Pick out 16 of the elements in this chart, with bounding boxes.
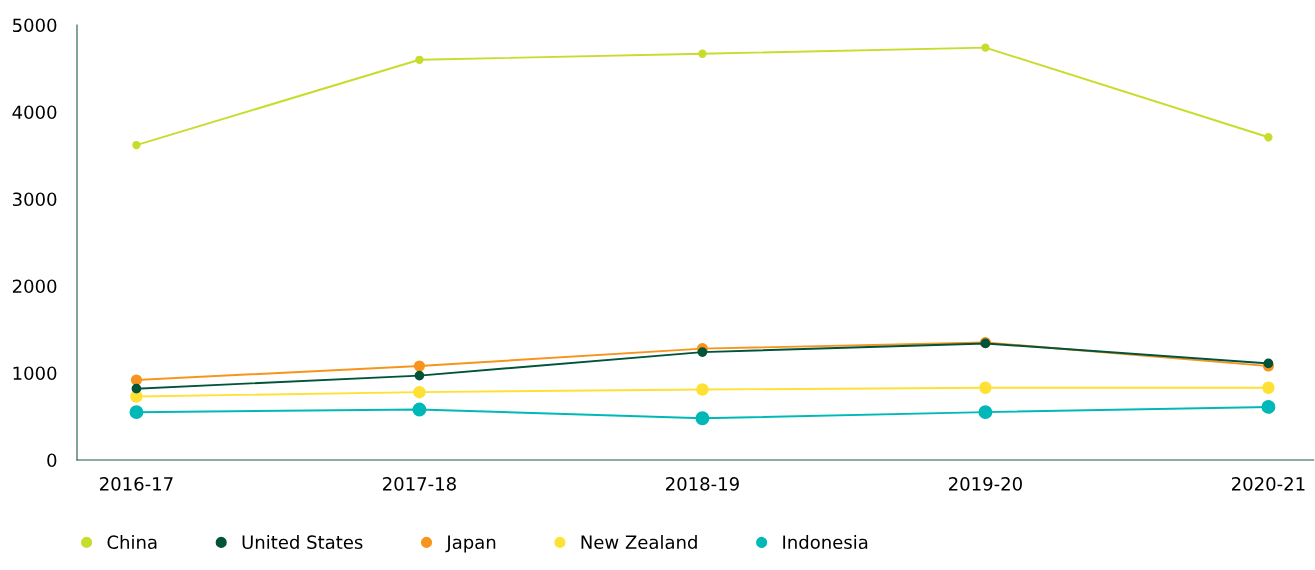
y-tick-label: 4000 (12, 105, 57, 120)
y-tick-label: 1000 (13, 366, 57, 381)
x-tick-label: 2017-18 (383, 476, 456, 491)
legend-label: Japan (445, 535, 496, 553)
y-tick-label: 2000 (12, 279, 57, 294)
x-tick-label: 2016-17 (100, 476, 173, 491)
legend-label: United States (242, 535, 363, 549)
y-tick-label: 0 (47, 453, 57, 468)
legend-label: China (107, 535, 157, 549)
y-tick-label: 5000 (13, 18, 57, 33)
legend-label: New Zealand (581, 535, 697, 549)
legend-label: Indonesia (783, 535, 868, 549)
x-tick-label: 2019-20 (949, 476, 1022, 491)
x-tick-label: 2018-19 (666, 476, 739, 491)
y-tick-label: 3000 (12, 192, 57, 207)
x-tick-label: 2020-21 (1232, 476, 1305, 491)
